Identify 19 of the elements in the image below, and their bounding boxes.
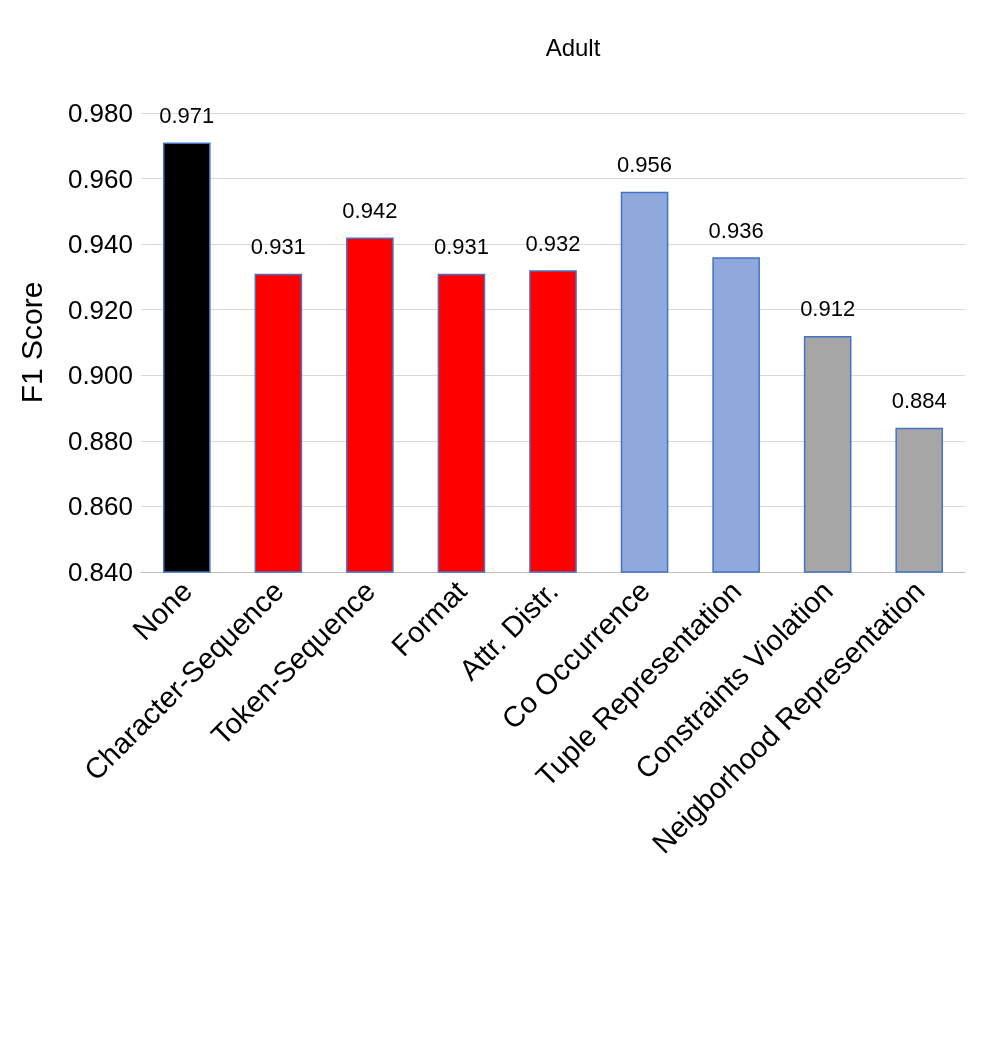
data-label: 0.931 [433, 234, 489, 260]
y-axis-title: F1 Score [14, 281, 48, 404]
y-tick-label: 0.900 [67, 360, 133, 391]
y-tick-label: 0.860 [67, 491, 133, 522]
data-label: 0.971 [159, 103, 215, 129]
data-label: 0.931 [250, 234, 306, 260]
y-tick-label: 0.920 [67, 294, 133, 325]
data-label: 0.932 [525, 230, 581, 256]
data-label: 0.912 [800, 296, 856, 322]
y-tick-label: 0.960 [67, 163, 133, 194]
y-tick-label: 0.940 [67, 229, 133, 260]
y-tick-label: 0.980 [67, 98, 133, 128]
y-tick-label: 0.880 [67, 425, 133, 456]
data-label: 0.942 [342, 198, 398, 224]
data-label: 0.956 [617, 152, 673, 178]
data-label: 0.884 [891, 388, 947, 414]
data-label: 0.936 [708, 217, 764, 243]
chart-title: Adult [545, 33, 601, 61]
y-tick-label: 0.840 [67, 557, 133, 587]
